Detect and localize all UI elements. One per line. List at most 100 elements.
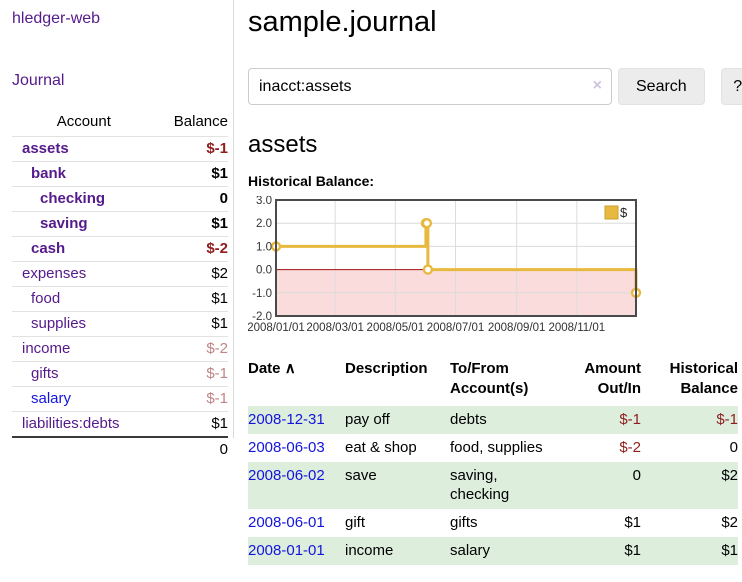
- transaction-amount: $1: [624, 542, 641, 559]
- accounts-col-balance: Balance: [173, 113, 228, 130]
- account-balance: $-2: [155, 236, 228, 262]
- account-title: assets: [248, 131, 318, 158]
- transaction-description: pay off: [345, 411, 390, 428]
- account-link[interactable]: supplies: [31, 315, 87, 332]
- transaction-description: save: [345, 467, 377, 484]
- register-row: 2008-06-01 gift gifts $1 $2: [248, 509, 738, 537]
- account-balance: $1: [155, 411, 228, 437]
- register-col-balance: Historical Balance: [669, 360, 738, 397]
- main-content: sample.journal × Search ? assets Histori…: [234, 0, 742, 565]
- register-row: 2008-06-02 save saving, checking 0 $2: [248, 462, 738, 509]
- svg-text:2008/07/01: 2008/07/01: [427, 322, 485, 334]
- account-row: saving $1: [12, 211, 228, 237]
- search-button[interactable]: Search: [618, 68, 705, 105]
- svg-text:-1.0: -1.0: [252, 288, 272, 300]
- account-link[interactable]: food: [31, 290, 61, 307]
- transaction-balance: $-1: [716, 411, 738, 428]
- help-button[interactable]: ?: [720, 68, 742, 105]
- transaction-accounts: saving, checking: [450, 467, 510, 503]
- transaction-accounts: gifts: [450, 514, 478, 531]
- transaction-accounts: salary: [450, 542, 491, 559]
- svg-text:2.0: 2.0: [256, 218, 272, 230]
- register-row: 2008-12-31 pay off debts $-1 $-1: [248, 406, 738, 434]
- svg-text:2008/01/01: 2008/01/01: [248, 322, 305, 334]
- account-row: cash $-2: [12, 236, 228, 262]
- account-row: gifts $-1: [12, 361, 228, 387]
- svg-text:2008/09/01: 2008/09/01: [488, 322, 546, 334]
- page-title: sample.journal: [248, 6, 437, 38]
- account-row: checking 0: [12, 186, 228, 212]
- transaction-date-link[interactable]: 2008-06-01: [248, 514, 325, 531]
- account-balance: $1: [155, 161, 228, 187]
- brand: hledger-web: [12, 10, 228, 28]
- transaction-balance: 0: [729, 439, 738, 456]
- account-balance: $-1: [155, 361, 228, 387]
- transaction-date-link[interactable]: 2008-01-01: [248, 542, 325, 559]
- app-root: hledger-web Journal Account Balance asse…: [12, 0, 742, 565]
- accounts-header-row: Account Balance: [12, 111, 228, 137]
- accounts-col-account: Account: [56, 113, 111, 130]
- svg-text:2008/11/01: 2008/11/01: [548, 322, 605, 334]
- account-link[interactable]: checking: [40, 190, 106, 207]
- register-row: 2008-06-03 eat & shop food, supplies $-2 0: [248, 434, 738, 462]
- transaction-amount: $-2: [619, 439, 641, 456]
- journal-link[interactable]: Journal: [12, 72, 65, 89]
- transaction-balance: $2: [721, 467, 738, 484]
- search-input[interactable]: [248, 68, 612, 105]
- account-link[interactable]: bank: [31, 165, 67, 182]
- account-balance: $1: [155, 286, 228, 312]
- transaction-balance: $2: [721, 514, 738, 531]
- svg-text:-2.0: -2.0: [252, 311, 272, 323]
- transaction-description: gift: [345, 514, 366, 531]
- transaction-accounts: debts: [450, 411, 487, 428]
- svg-text:2008/05/01: 2008/05/01: [367, 322, 425, 334]
- clear-search-icon[interactable]: ×: [592, 77, 602, 94]
- register-col-date[interactable]: Date ∧: [248, 360, 296, 377]
- accounts-total-row: 0: [12, 436, 228, 462]
- account-row: bank $1: [12, 161, 228, 187]
- svg-text:3.0: 3.0: [256, 196, 272, 207]
- transaction-balance: $1: [721, 542, 738, 559]
- account-link[interactable]: salary: [31, 390, 72, 407]
- register-col-amount: Amount Out/In: [584, 360, 641, 397]
- chart-label: Historical Balance:: [248, 173, 375, 189]
- balance-chart: $3.0 2.0 1.0 0.0 -1.0 -2.0 2008/01/01 2008/03/0…: [248, 196, 742, 336]
- transaction-date-link[interactable]: 2008-06-02: [248, 467, 325, 484]
- transaction-description: income: [345, 542, 394, 559]
- register-col-description: Description: [345, 360, 428, 377]
- brand-link[interactable]: hledger-web: [12, 10, 101, 27]
- account-balance: 0: [155, 186, 228, 212]
- account-row: expenses $2: [12, 261, 228, 287]
- transaction-description: eat & shop: [345, 439, 417, 456]
- accounts-total-value: 0: [155, 436, 228, 462]
- svg-text:1.0: 1.0: [256, 241, 272, 253]
- sort-ascending-icon: ∧: [284, 360, 296, 377]
- account-link[interactable]: assets: [22, 140, 69, 157]
- register-row: 2008-01-01 income salary $1 $1: [248, 537, 738, 565]
- transaction-date-link[interactable]: 2008-12-31: [248, 411, 325, 428]
- account-link[interactable]: cash: [31, 240, 66, 257]
- transaction-date-link[interactable]: 2008-06-03: [248, 439, 325, 456]
- account-balance: $-1: [155, 136, 228, 162]
- svg-text:0.0: 0.0: [256, 265, 272, 277]
- account-link[interactable]: gifts: [31, 365, 59, 382]
- account-row: income $-2: [12, 336, 228, 362]
- account-row: salary $-1: [12, 386, 228, 412]
- accounts-table: Account Balance assets $-1 bank $1 checking 0…: [12, 111, 228, 462]
- transaction-amount: 0: [632, 467, 641, 484]
- account-balance: $-1: [155, 386, 228, 412]
- svg-text:2008/03/01: 2008/03/01: [306, 322, 364, 334]
- account-link[interactable]: expenses: [22, 265, 87, 282]
- transaction-amount: $1: [624, 514, 641, 531]
- account-balance: $1: [155, 311, 228, 337]
- account-balance: $2: [155, 261, 228, 287]
- account-row: food $1: [12, 286, 228, 312]
- account-link[interactable]: saving: [40, 215, 88, 232]
- account-link[interactable]: liabilities:debts: [22, 415, 120, 432]
- account-link[interactable]: income: [22, 340, 71, 357]
- account-row: supplies $1: [12, 311, 228, 337]
- account-balance: $1: [155, 211, 228, 237]
- search-box: ×: [248, 68, 612, 105]
- svg-text:$: $: [620, 205, 628, 220]
- account-row: assets $-1: [12, 136, 228, 162]
